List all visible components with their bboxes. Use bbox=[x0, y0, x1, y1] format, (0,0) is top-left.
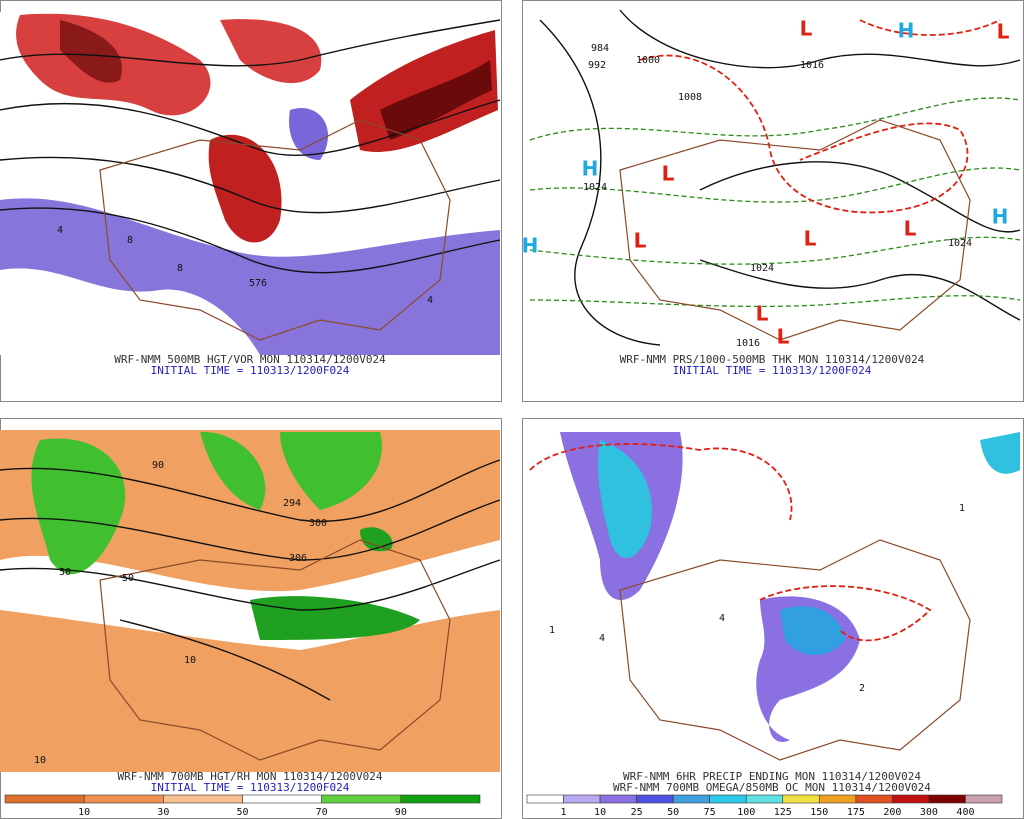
caption: WRF-NMM 700MB OMEGA/850MB OC MON 110314/… bbox=[613, 781, 931, 794]
colorbar-label: 90 bbox=[395, 807, 407, 818]
high-center: H bbox=[992, 205, 1009, 229]
contour-label: 4 bbox=[427, 295, 433, 306]
map-vorticity bbox=[0, 12, 501, 355]
high-center: H bbox=[898, 19, 915, 43]
colorbar-swatch bbox=[563, 794, 601, 804]
contour-label: 50 bbox=[122, 573, 134, 584]
contour-label: 1024 bbox=[750, 263, 774, 274]
low-center: L bbox=[662, 162, 675, 186]
colorbar-label: 75 bbox=[704, 807, 716, 818]
colorbar-swatch bbox=[636, 794, 674, 804]
low-center: L bbox=[777, 325, 790, 349]
colorbar-swatch bbox=[526, 794, 564, 804]
colorbar-label: 50 bbox=[236, 807, 248, 818]
map-pressure bbox=[529, 9, 1021, 346]
colorbar-swatch bbox=[400, 794, 481, 804]
colorbar-swatch bbox=[709, 794, 747, 804]
contour-label: 1 bbox=[549, 625, 555, 636]
contour-label: 1000 bbox=[636, 55, 660, 66]
colorbar-label: 175 bbox=[847, 807, 865, 818]
colorbar-swatch bbox=[672, 794, 710, 804]
colorbar-label: 150 bbox=[810, 807, 828, 818]
colorbar-label: 300 bbox=[920, 807, 938, 818]
contour-label: 4 bbox=[599, 633, 605, 644]
contour-label: 1016 bbox=[800, 60, 824, 71]
contour-label: 90 bbox=[152, 460, 164, 471]
colorbar-label: 50 bbox=[667, 807, 679, 818]
contour-label: 10 bbox=[184, 655, 196, 666]
low-center: L bbox=[634, 229, 647, 253]
contour-label: 294 bbox=[283, 498, 301, 509]
contour-label: 576 bbox=[249, 278, 267, 289]
caption: WRF-NMM 6HR PRECIP ENDING MON 110314/120… bbox=[623, 770, 921, 783]
contour-label: 306 bbox=[289, 553, 307, 564]
low-center: L bbox=[904, 217, 917, 241]
caption: INITIAL TIME = 110313/1200F024 bbox=[673, 364, 872, 377]
contour-label: 1016 bbox=[736, 338, 760, 349]
colorbar-swatch bbox=[83, 794, 164, 804]
colorbar-swatch bbox=[855, 794, 893, 804]
colorbar-swatch bbox=[819, 794, 857, 804]
colorbar-label: 30 bbox=[157, 807, 169, 818]
contour-label: 4 bbox=[57, 225, 63, 236]
colorbar-swatch bbox=[163, 794, 243, 804]
caption: WRF-NMM 700MB HGT/RH MON 110314/1200V024 bbox=[118, 770, 383, 783]
colorbar-swatch bbox=[242, 794, 322, 804]
colorbar-swatch bbox=[4, 794, 85, 804]
colorbar-label: 200 bbox=[883, 807, 901, 818]
colorbar-swatch bbox=[599, 794, 637, 804]
contour-label: 1024 bbox=[583, 182, 607, 193]
colorbar-label: 400 bbox=[956, 807, 974, 818]
high-center: H bbox=[522, 234, 539, 258]
contour-label: 1024 bbox=[948, 238, 972, 249]
colorbar-label: 25 bbox=[631, 807, 643, 818]
contour-label: 1008 bbox=[678, 92, 702, 103]
colorbar-label: 70 bbox=[316, 807, 328, 818]
colorbar-label: 125 bbox=[774, 807, 792, 818]
caption: WRF-NMM 500MB HGT/VOR MON 110314/1200V02… bbox=[114, 353, 386, 366]
colorbar-label: 10 bbox=[78, 807, 90, 818]
contour-label: 992 bbox=[588, 60, 606, 71]
caption: WRF-NMM PRS/1000-500MB THK MON 110314/12… bbox=[620, 353, 925, 366]
high-center: H bbox=[582, 157, 599, 181]
colorbar-swatch bbox=[745, 794, 784, 804]
labels-layer: WRF-NMM 500MB HGT/VOR MON 110314/1200V02… bbox=[4, 17, 1010, 818]
contour-label: 300 bbox=[309, 518, 327, 529]
map-humidity bbox=[0, 430, 501, 772]
low-center: L bbox=[756, 302, 769, 326]
colorbar-swatch bbox=[782, 794, 820, 804]
contour-label: 984 bbox=[591, 43, 609, 54]
contour-label: 1 bbox=[959, 503, 965, 514]
contour-label: 2 bbox=[859, 683, 865, 694]
low-center: L bbox=[997, 20, 1010, 44]
colorbar-swatch bbox=[928, 794, 966, 804]
contour-label: 8 bbox=[127, 235, 133, 246]
contour-label: 50 bbox=[59, 567, 71, 578]
contour-label: 8 bbox=[177, 263, 183, 274]
colorbar-swatch bbox=[321, 794, 402, 804]
colorbar-label: 100 bbox=[737, 807, 755, 818]
colorbar-label: 10 bbox=[594, 807, 606, 818]
low-center: L bbox=[800, 17, 813, 41]
low-center: L bbox=[804, 227, 817, 251]
colorbar-swatch bbox=[965, 794, 1003, 804]
contour-label: 10 bbox=[34, 755, 46, 766]
caption: INITIAL TIME = 110313/1200F024 bbox=[151, 364, 350, 377]
map-precip bbox=[529, 432, 1020, 761]
colorbar-swatch bbox=[892, 794, 930, 804]
colorbar-label: 1 bbox=[561, 807, 567, 818]
caption: INITIAL TIME = 110313/1200F024 bbox=[151, 781, 350, 794]
contour-label: 4 bbox=[719, 613, 725, 624]
